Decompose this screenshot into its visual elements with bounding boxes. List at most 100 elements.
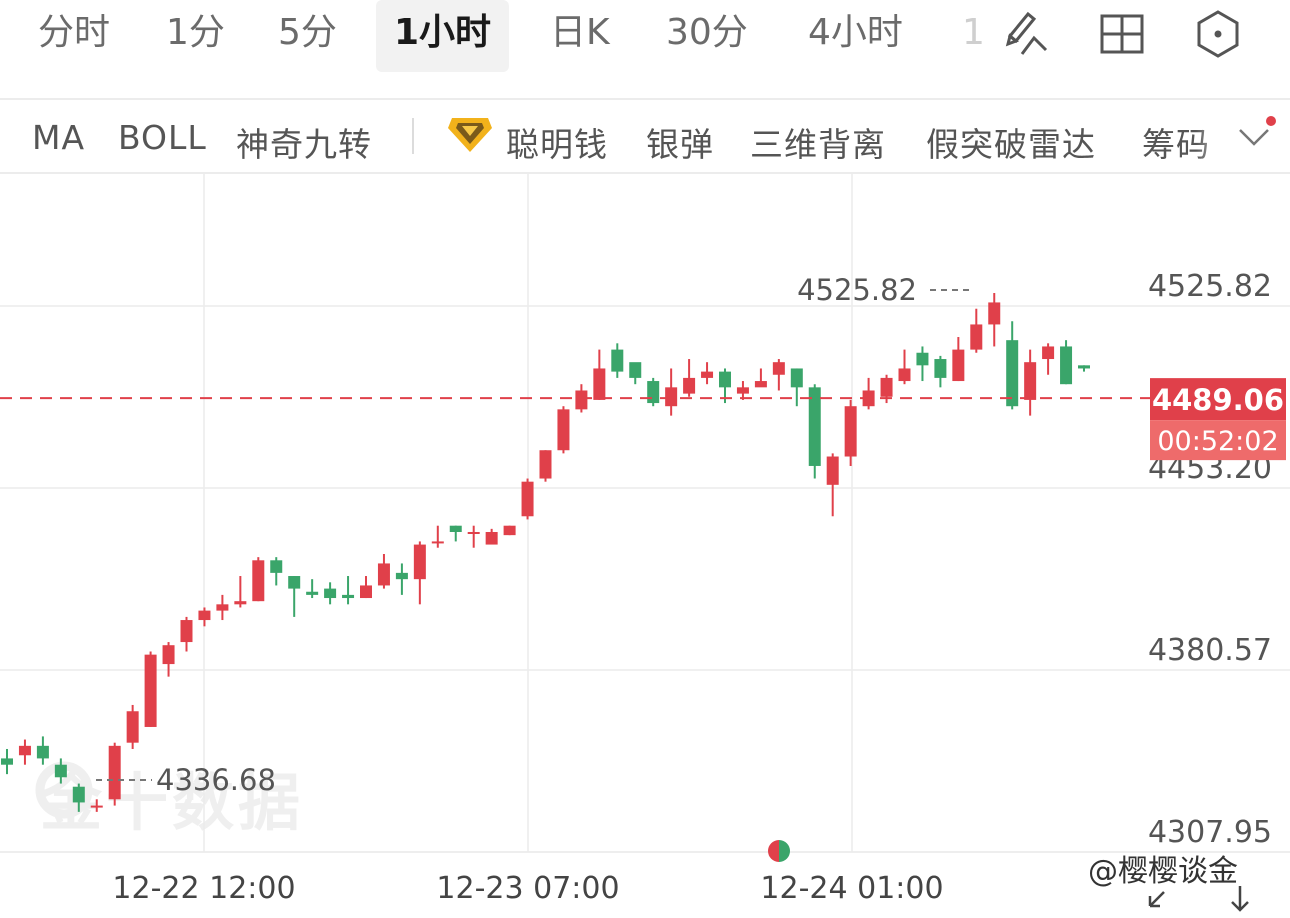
candle-body — [1042, 346, 1055, 360]
candle-body — [575, 390, 588, 410]
y-tick-label: 4525.82 — [1148, 269, 1272, 304]
candle-body — [772, 362, 785, 375]
candle-body — [36, 745, 49, 759]
watermark: 金十数据 — [40, 766, 305, 839]
chevron-down-icon[interactable] — [1236, 122, 1272, 152]
indicator-separator — [412, 118, 414, 154]
candle-body — [198, 610, 211, 621]
tab-fenshi[interactable]: 分时 — [38, 12, 111, 53]
candle-body — [952, 349, 965, 382]
indicator-smart-money[interactable]: 聪明钱 — [506, 125, 608, 164]
candle-body — [1078, 365, 1090, 369]
candle-body — [808, 387, 821, 466]
candle-body — [916, 352, 929, 366]
candle-body — [880, 377, 893, 397]
tab-daily[interactable]: 日K — [550, 12, 610, 53]
candle-body — [342, 594, 355, 599]
candle-body — [234, 601, 247, 605]
y-tick-label: 4380.57 — [1148, 633, 1272, 668]
candle-body — [252, 560, 265, 602]
candle-body — [629, 362, 642, 378]
indicator-tri-divergence[interactable]: 三维背离 — [750, 125, 886, 164]
candle-body — [90, 805, 103, 808]
candle-body — [162, 645, 175, 665]
download-arrow-icon — [1231, 886, 1249, 912]
candle-body — [826, 456, 839, 485]
candle-body — [270, 560, 283, 573]
candle-body — [54, 764, 67, 778]
indicator-boll[interactable]: BOLL — [118, 118, 207, 157]
candle-body — [593, 368, 606, 400]
candle-body — [736, 387, 749, 394]
candle-body — [216, 604, 229, 611]
countdown-label: 00:52:02 — [1157, 426, 1278, 457]
candle-body — [324, 588, 337, 599]
diamond-icon — [448, 118, 492, 152]
candle-body — [1, 758, 13, 765]
candle-body — [108, 745, 121, 800]
candle-body — [126, 711, 139, 743]
indicator-bar: MA BOLL 神奇九转 聪明钱 银弹 三维背离 假突破雷达 筹码 — [0, 100, 1290, 172]
x-tick-label: 12-23 07:00 — [436, 871, 619, 906]
candle-body — [647, 381, 660, 404]
candle-body — [557, 409, 570, 451]
indicator-fake-breakout[interactable]: 假突破雷达 — [926, 125, 1096, 164]
x-tick-label: 12-24 01:00 — [760, 871, 943, 906]
candle-body — [72, 786, 85, 803]
candle-body — [431, 541, 444, 544]
tab-1min[interactable]: 1分 — [166, 12, 225, 53]
indicator-fade — [1196, 100, 1236, 172]
candle-body — [683, 377, 696, 394]
candle-body — [360, 585, 372, 599]
countdown-box — [1150, 420, 1286, 461]
candle-body — [539, 450, 552, 479]
event-marker-half — [768, 840, 779, 862]
candle-body — [1006, 340, 1019, 407]
tab-1hour[interactable]: 1小时 — [376, 0, 510, 72]
candle-body — [395, 572, 408, 580]
settings-hexagon-icon[interactable] — [1190, 6, 1246, 62]
x-tick-label: 12-22 12:00 — [112, 871, 295, 906]
candle-body — [790, 368, 803, 388]
current-price-box — [1150, 378, 1286, 421]
candle-body — [467, 531, 480, 534]
divider — [0, 98, 1290, 100]
current-price-label: 4489.06 — [1152, 383, 1284, 417]
candle-body — [449, 525, 462, 532]
candle-body — [898, 368, 911, 382]
footer-tag: @樱樱谈金 — [1088, 854, 1238, 889]
candle-body — [988, 302, 1001, 325]
candle-body — [970, 324, 983, 350]
tab-30min[interactable]: 30分 — [666, 12, 748, 53]
draw-tool-icon[interactable] — [998, 6, 1054, 62]
indicator-ma[interactable]: MA — [32, 118, 86, 157]
candle-body — [180, 620, 193, 643]
divider — [0, 172, 1290, 174]
collapse-arrow-icon — [1148, 891, 1165, 908]
low-annotation: 4336.68 — [156, 763, 276, 797]
candle-body — [754, 381, 767, 388]
tab-4hour[interactable]: 4小时 — [808, 12, 903, 53]
candle-body — [934, 359, 947, 378]
candle-body — [1060, 346, 1073, 385]
candle-body — [18, 745, 31, 756]
candle-body — [611, 349, 624, 372]
grid-layout-icon[interactable] — [1094, 6, 1150, 62]
candle-body — [503, 525, 516, 536]
tab-truncated[interactable]: 1 — [962, 12, 985, 53]
period-tabs: 分时 1分 5分 1小时 日K 30分 4小时 1 — [0, 0, 1290, 98]
indicator-silver-bullet[interactable]: 银弹 — [646, 125, 714, 164]
candle-body — [306, 591, 319, 595]
candlestick-chart[interactable]: 4525.824453.204380.574307.954489.0600:52… — [0, 174, 1290, 918]
notification-dot — [1266, 116, 1276, 126]
candle-body — [413, 544, 426, 580]
candle-body — [701, 371, 714, 378]
candle-body — [288, 576, 301, 589]
tab-5min[interactable]: 5分 — [278, 12, 337, 53]
candle-body — [1024, 362, 1037, 400]
candle-body — [844, 406, 857, 457]
high-annotation: 4525.82 — [797, 273, 917, 307]
candle-body — [665, 387, 678, 407]
indicator-nine-turn[interactable]: 神奇九转 — [236, 125, 372, 164]
event-marker-half — [779, 840, 790, 862]
